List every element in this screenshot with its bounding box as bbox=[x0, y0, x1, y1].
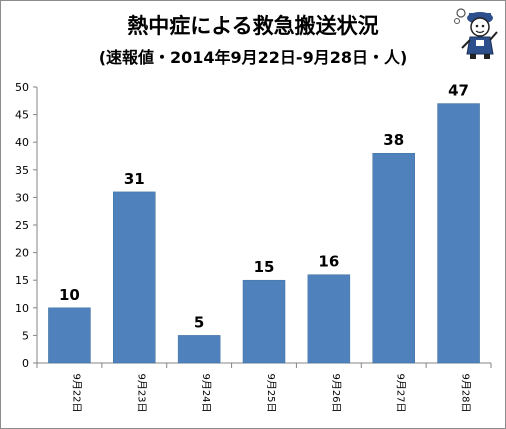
chart-subtitle: (速報値・2014年9月22日-9月28日・人) bbox=[98, 48, 408, 67]
y-tick-label: 15 bbox=[15, 274, 29, 287]
y-tick-label: 30 bbox=[15, 191, 29, 204]
y-tick-label: 0 bbox=[22, 357, 29, 370]
x-tick-label: 9月28日 bbox=[460, 373, 472, 412]
x-tick-label: 9月22日 bbox=[70, 373, 82, 412]
data-label: 47 bbox=[448, 82, 469, 100]
x-tick-label: 9月23日 bbox=[135, 373, 147, 412]
x-tick-label: 9月27日 bbox=[395, 373, 407, 412]
y-tick-label: 5 bbox=[22, 329, 29, 342]
bar bbox=[48, 307, 91, 364]
data-label: 10 bbox=[59, 286, 80, 304]
bar bbox=[437, 103, 480, 364]
bar bbox=[177, 335, 221, 364]
y-tick-label: 40 bbox=[15, 136, 29, 149]
y-tick-label: 25 bbox=[15, 219, 29, 232]
bar bbox=[372, 152, 415, 364]
y-tick-label: 45 bbox=[15, 109, 29, 122]
data-label: 16 bbox=[318, 253, 339, 271]
data-label: 38 bbox=[383, 131, 404, 149]
chart-title: 熱中症による救急搬送状況 bbox=[127, 14, 379, 38]
x-tick-label: 9月25日 bbox=[265, 373, 277, 412]
bar bbox=[307, 274, 351, 364]
data-label: 5 bbox=[194, 313, 204, 331]
bar bbox=[242, 279, 286, 364]
x-tick-label: 9月26日 bbox=[330, 373, 342, 412]
data-label: 15 bbox=[254, 258, 275, 276]
data-label: 31 bbox=[124, 170, 145, 188]
bar bbox=[113, 191, 156, 364]
x-tick-label: 9月24日 bbox=[200, 373, 212, 412]
y-tick-label: 35 bbox=[15, 164, 29, 177]
y-tick-label: 50 bbox=[15, 81, 29, 94]
y-tick-label: 10 bbox=[15, 302, 29, 315]
cartoon-character-icon bbox=[454, 8, 498, 59]
y-tick-label: 20 bbox=[15, 247, 29, 260]
